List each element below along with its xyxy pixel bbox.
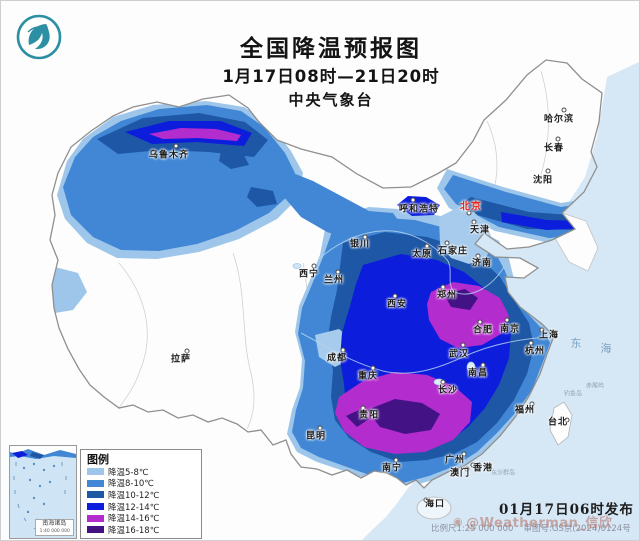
watermark: ◉ @Weatherman_信欣: [453, 512, 612, 531]
taiwan-island: [549, 401, 573, 446]
publish-time: 01月17日06时发布: [499, 502, 634, 518]
inset-title: 南海诸岛: [42, 520, 67, 527]
south-china-sea-inset: 南海诸岛 1:40 000 000: [9, 445, 77, 539]
scale-note: 比例尺1:25 000 000: [431, 524, 514, 534]
legend-label: 降温16-18℃: [108, 525, 160, 536]
legend-item: 降温14-16℃: [87, 512, 196, 524]
inset-label-box: 南海诸岛 1:40 000 000: [34, 519, 74, 536]
map-period: 1月17日08时—21日20时: [222, 67, 440, 86]
map-title: 全国降温预报图: [240, 36, 422, 62]
legend-item: 降温5-8℃: [87, 466, 196, 478]
map-agency: 中央气象台: [288, 91, 374, 109]
legend-swatch: [87, 526, 104, 534]
map-notes: 比例尺1:25 000 000 审图号:GS京(2024)0124号: [431, 522, 637, 534]
legend-title: 图例: [87, 453, 109, 466]
legend-item: 降温16-18℃: [87, 524, 196, 536]
legend-items: 降温5-8℃ 降温8-10℃ 降温10-12℃ 降温12-14℃ 降温14-16℃ 降温1…: [87, 466, 196, 536]
legend-swatch: [87, 468, 104, 476]
inset-scale: 1:40 000 000: [39, 527, 70, 534]
weibo-icon: ◉: [453, 515, 464, 528]
legend-label: 降温12-14℃: [108, 502, 160, 513]
legend-item: 降温12-14℃: [87, 501, 196, 513]
legend-box: 图例 降温5-8℃ 降温8-10℃ 降温10-12℃ 降温12-14℃ 降温14-16℃…: [80, 449, 202, 539]
legend-swatch: [87, 503, 104, 511]
china-border: [49, 59, 603, 489]
inset-map: [10, 446, 76, 531]
cma-logo: [14, 12, 64, 62]
legend-label: 降温8-10℃: [108, 479, 154, 490]
rivers: [300, 230, 550, 374]
legend-label: 降温10-12℃: [108, 490, 160, 501]
legend-label: 降温14-16℃: [108, 514, 160, 525]
legend-swatch: [87, 479, 104, 487]
legend-swatch: [87, 514, 104, 522]
watermark-text: @Weatherman_信欣: [466, 516, 613, 531]
cma-logo-emblem: [16, 14, 62, 60]
legend-item: 降温8-10℃: [87, 478, 196, 490]
legend-swatch: [87, 491, 104, 499]
approval-note: 审图号:GS京(2024)0124号: [523, 524, 631, 534]
inset-islands: [22, 462, 56, 522]
legend-label: 降温5-8℃: [108, 467, 149, 478]
hainan-island: [416, 496, 452, 520]
legend-item: 降温10-12℃: [87, 489, 196, 501]
